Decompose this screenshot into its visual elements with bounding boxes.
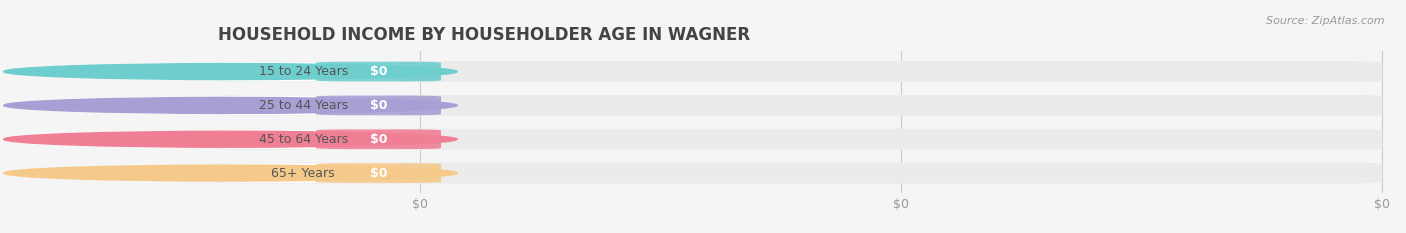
- Text: HOUSEHOLD INCOME BY HOUSEHOLDER AGE IN WAGNER: HOUSEHOLD INCOME BY HOUSEHOLDER AGE IN W…: [218, 26, 749, 44]
- Text: 15 to 24 Years: 15 to 24 Years: [259, 65, 347, 78]
- FancyBboxPatch shape: [218, 61, 1382, 82]
- FancyBboxPatch shape: [222, 130, 401, 149]
- Text: $0: $0: [370, 167, 387, 180]
- Text: 25 to 44 Years: 25 to 44 Years: [259, 99, 347, 112]
- FancyBboxPatch shape: [222, 96, 401, 115]
- FancyBboxPatch shape: [222, 163, 401, 183]
- Text: $0: $0: [370, 99, 387, 112]
- Text: $0: $0: [370, 65, 387, 78]
- FancyBboxPatch shape: [218, 95, 1382, 116]
- FancyBboxPatch shape: [218, 163, 1382, 184]
- Circle shape: [4, 165, 457, 181]
- Text: $0: $0: [370, 133, 387, 146]
- FancyBboxPatch shape: [316, 62, 441, 81]
- FancyBboxPatch shape: [218, 129, 1382, 150]
- Circle shape: [4, 97, 457, 113]
- Circle shape: [4, 64, 457, 79]
- FancyBboxPatch shape: [316, 96, 441, 115]
- FancyBboxPatch shape: [316, 130, 441, 149]
- Text: 45 to 64 Years: 45 to 64 Years: [259, 133, 347, 146]
- Text: Source: ZipAtlas.com: Source: ZipAtlas.com: [1267, 16, 1385, 26]
- FancyBboxPatch shape: [316, 163, 441, 183]
- Circle shape: [4, 131, 457, 147]
- FancyBboxPatch shape: [222, 62, 401, 81]
- Text: 65+ Years: 65+ Years: [271, 167, 335, 180]
